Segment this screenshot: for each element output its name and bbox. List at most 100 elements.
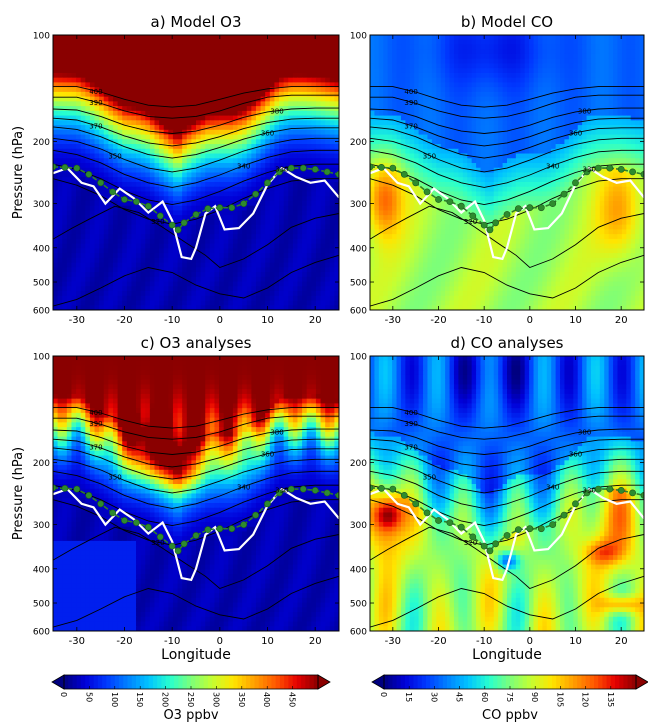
heatmap-cell (302, 53, 308, 60)
heatmap-cell (274, 229, 280, 235)
heatmap-cell (126, 167, 133, 174)
heatmap-cell (306, 163, 312, 169)
heatmap-cell (405, 134, 411, 140)
heatmap-cell (387, 58, 393, 65)
heatmap-cell (219, 58, 225, 65)
heatmap-cell (626, 39, 632, 46)
heatmap-cell (131, 106, 137, 112)
heatmap-cell (237, 200, 243, 207)
heatmap-cell (265, 39, 271, 46)
heatmap-cell (471, 101, 477, 107)
heatmap-cell (392, 53, 398, 60)
heatmap-cell (334, 49, 339, 55)
heatmap-cell (458, 125, 464, 131)
heatmap-cell (209, 243, 216, 249)
heatmap-cell (57, 44, 63, 50)
heatmap-cell (329, 91, 335, 98)
heatmap-cell (57, 267, 63, 273)
heatmap-cell (223, 286, 229, 292)
heatmap-cell (608, 63, 614, 69)
heatmap-cell (191, 125, 197, 131)
heatmap-cell (476, 35, 482, 41)
heatmap-cell (108, 291, 114, 297)
heatmap-cell (182, 158, 188, 164)
heatmap-cell (440, 101, 446, 107)
heatmap-cell (80, 158, 86, 164)
heatmap-cell (524, 39, 530, 46)
heatmap-cell (502, 120, 508, 126)
heatmap-cell (154, 257, 160, 264)
heatmap-cell (274, 72, 280, 79)
heatmap-cell (172, 129, 179, 136)
heatmap-cell (279, 120, 285, 126)
heatmap-cell (409, 77, 415, 84)
heatmap-cell (122, 272, 128, 278)
heatmap-cell (507, 101, 513, 107)
heatmap-cell (476, 49, 482, 55)
heatmap-cell (126, 300, 133, 306)
heatmap-cell (617, 101, 623, 107)
heatmap-cell (269, 172, 276, 178)
heatmap-cell (85, 96, 91, 102)
heatmap-cell (71, 186, 77, 193)
heatmap-cell (177, 134, 183, 140)
heatmap-cell (57, 129, 63, 136)
heatmap-cell (200, 49, 206, 55)
heatmap-cell (108, 300, 114, 306)
heatmap-cell (529, 63, 535, 69)
heatmap-cell (533, 125, 539, 131)
heatmap-cell (551, 39, 557, 46)
heatmap-cell (484, 39, 490, 46)
heatmap-cell (621, 35, 627, 41)
heatmap-cell (219, 115, 225, 121)
heatmap-cell (177, 63, 183, 69)
heatmap-cell (255, 276, 262, 283)
heatmap-cell (320, 172, 326, 178)
heatmap-cell (467, 77, 473, 84)
heatmap-cell (387, 110, 393, 117)
heatmap-cell (172, 91, 179, 98)
heatmap-cell (145, 139, 151, 145)
heatmap-cell (493, 125, 499, 131)
heatmap-cell (85, 91, 91, 98)
heatmap-cell (112, 134, 119, 140)
heatmap-cell (223, 210, 229, 216)
heatmap-cell (630, 58, 636, 65)
heatmap-cell (608, 87, 614, 93)
heatmap-cell (604, 53, 610, 60)
heatmap-cell (62, 196, 68, 202)
heatmap-cell (639, 110, 644, 117)
heatmap-cell (255, 115, 262, 121)
heatmap-cell (529, 35, 535, 41)
heatmap-cell (315, 229, 322, 235)
heatmap-cell (392, 106, 398, 112)
heatmap-cell (533, 72, 539, 79)
heatmap-cell (228, 63, 234, 69)
heatmap-cell (66, 49, 73, 55)
heatmap-cell (242, 262, 248, 268)
heatmap-cell (145, 262, 151, 268)
heatmap-cell (283, 158, 289, 164)
heatmap-cell (604, 115, 610, 121)
heatmap-cell (292, 243, 299, 249)
heatmap-cell (400, 96, 406, 102)
heatmap-cell (251, 219, 257, 226)
heatmap-cell (80, 49, 86, 55)
heatmap-cell (66, 163, 73, 169)
heatmap-cell (498, 106, 504, 112)
heatmap-cell (80, 115, 86, 121)
heatmap-cell (200, 87, 206, 93)
heatmap-cell (136, 87, 142, 93)
heatmap-cell (131, 87, 137, 93)
heatmap-cell (140, 262, 146, 268)
heatmap-cell (66, 139, 73, 145)
heatmap-cell (232, 158, 239, 164)
heatmap-cell (329, 120, 335, 126)
heatmap-cell (274, 39, 280, 46)
heatmap-cell (228, 172, 234, 178)
heatmap-cell (279, 191, 285, 197)
heatmap-cell (467, 87, 473, 93)
heatmap-cell (99, 39, 105, 46)
heatmap-cell (315, 200, 322, 207)
heatmap-cell (163, 115, 169, 121)
